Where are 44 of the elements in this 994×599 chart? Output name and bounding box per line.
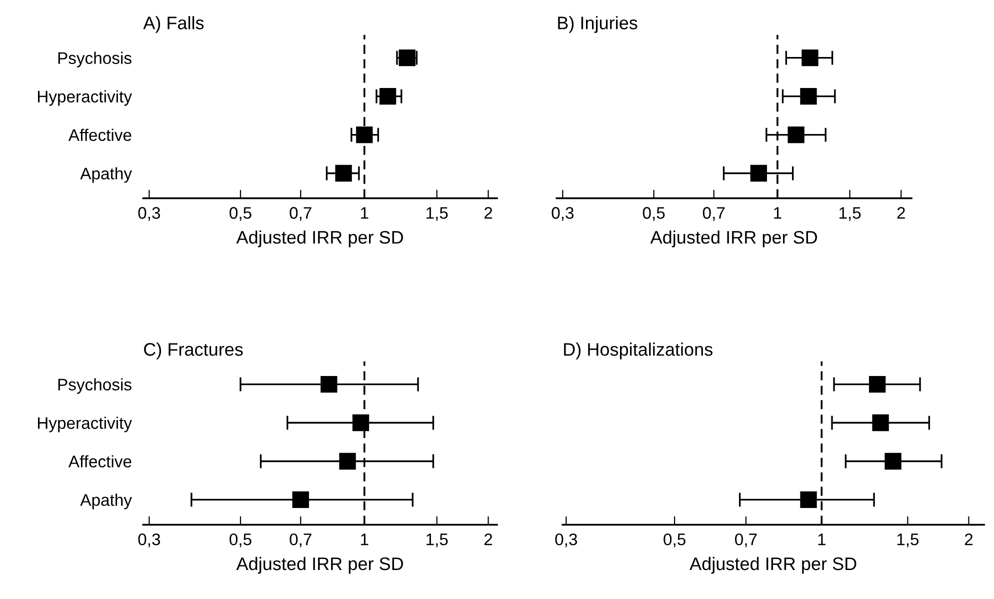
x-tick-label: 0,7: [290, 533, 312, 548]
chart-title: B) Injuries: [558, 16, 638, 33]
x-tick-label: 0,5: [664, 533, 686, 548]
y-tick-label: Hyperactivity: [38, 416, 132, 432]
x-tick-label: 1: [818, 534, 826, 546]
x-tick-label: 1: [361, 534, 368, 546]
y-tick-label: Psychosis: [58, 52, 132, 68]
x-tick-label: 0,3: [555, 533, 578, 548]
x-tick-label: 2: [964, 533, 973, 546]
x-tick-label: 0,5: [642, 207, 665, 221]
y-tick-label: Affective: [68, 455, 132, 468]
x-tick-label: 0,5: [230, 533, 252, 548]
y-tick-label: Hyperactivity: [38, 90, 132, 106]
x-tick-label: 0,7: [702, 207, 725, 221]
x-axis-title: Adjusted IRR per SD: [236, 230, 403, 248]
x-tick-label: 0,5: [230, 207, 252, 221]
x-axis-title: Adjusted IRR per SD: [236, 556, 403, 574]
y-tick-label: Affective: [68, 128, 132, 141]
x-tick-label: 1: [774, 207, 782, 219]
x-tick-label: 0,3: [552, 207, 574, 221]
y-tick-label: Apathy: [80, 494, 132, 510]
chart-title: D) Hospitalizations: [564, 342, 712, 360]
point: [750, 164, 767, 182]
point: [800, 88, 817, 105]
x-tick-label: 2: [897, 207, 905, 219]
x-axis-title: Adjusted IRR per SD: [690, 556, 856, 574]
x-tick-label: 1,5: [839, 207, 861, 221]
chart-title: A) Falls: [143, 16, 204, 33]
y-tick-label: Psychosis: [58, 378, 132, 394]
x-tick-label: 1,5: [897, 534, 919, 548]
x-tick-label: 0,7: [735, 533, 757, 548]
x-tick-label: 2: [484, 533, 492, 546]
x-tick-label: 1: [361, 207, 368, 219]
chart-title: C) Fractures: [144, 342, 243, 360]
x-axis-title: Adjusted IRR per SD: [650, 230, 818, 248]
point: [802, 49, 818, 66]
x-tick-label: 0,3: [138, 207, 160, 221]
x-tick-label: 0,3: [138, 533, 160, 548]
x-tick-label: 1,5: [426, 534, 448, 548]
x-tick-label: 2: [484, 207, 492, 219]
x-tick-label: 1,5: [426, 207, 448, 221]
x-tick-label: 0,7: [290, 207, 312, 221]
y-tick-label: Apathy: [80, 167, 132, 183]
point: [788, 126, 804, 144]
